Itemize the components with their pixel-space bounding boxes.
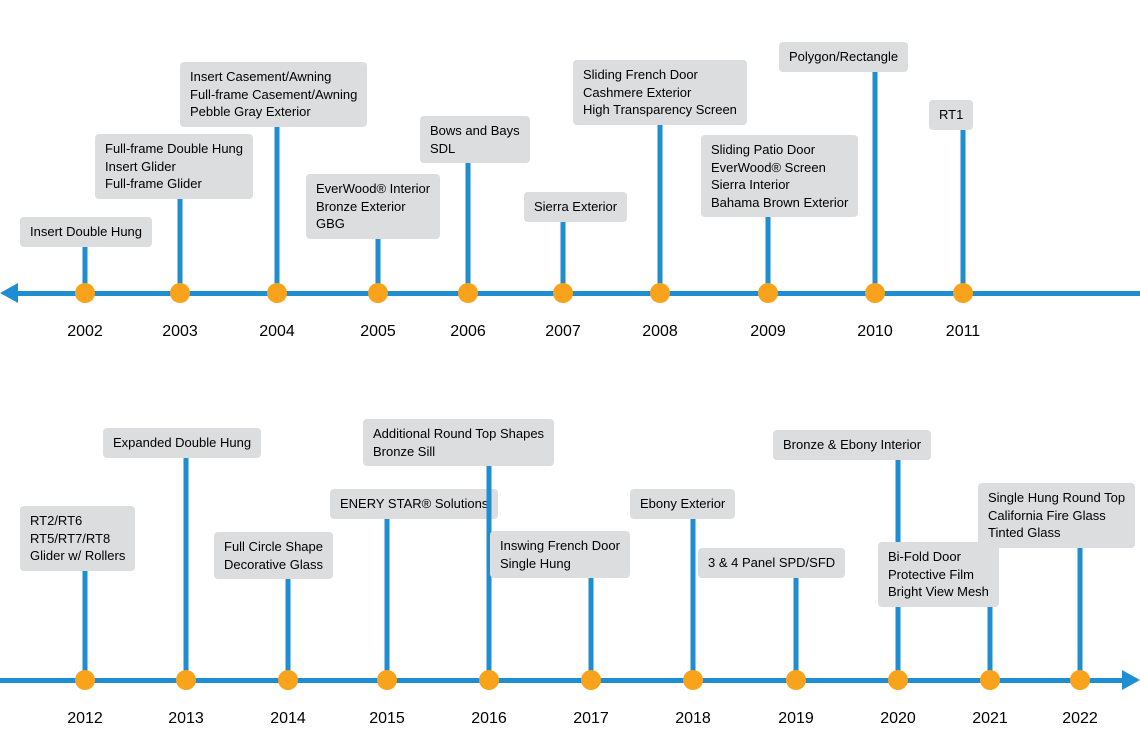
timeline-stem	[466, 161, 471, 293]
timeline-stem	[184, 456, 189, 680]
timeline-stem	[275, 122, 280, 293]
year-label: 2010	[857, 323, 893, 341]
year-label: 2008	[642, 323, 678, 341]
timeline-callout: 3 & 4 Panel SPD/SFD	[698, 548, 845, 578]
year-label: 2004	[259, 323, 295, 341]
year-label: 2014	[270, 710, 306, 728]
year-label: 2018	[675, 710, 711, 728]
year-label: 2007	[545, 323, 581, 341]
timeline-callout: Insert Double Hung	[20, 217, 152, 247]
year-label: 2002	[67, 323, 103, 341]
timeline-marker	[170, 283, 190, 303]
timeline-stem	[794, 576, 799, 680]
timeline-stem	[766, 212, 771, 293]
timeline-marker	[888, 670, 908, 690]
timeline-callout: Additional Round Top Shapes Bronze Sill	[363, 419, 554, 466]
timeline-stem	[83, 568, 88, 680]
timeline-callout: ENERY STAR® Solutions	[330, 489, 498, 519]
timeline-callout: Inswing French Door Single Hung	[490, 531, 630, 578]
timeline-callout: Bows and Bays SDL	[420, 116, 530, 163]
year-label: 2015	[369, 710, 405, 728]
timeline-stem	[691, 517, 696, 680]
timeline-marker	[267, 283, 287, 303]
timeline-callout: Bi-Fold Door Protective Film Bright View…	[878, 542, 999, 607]
timeline-marker	[368, 283, 388, 303]
timeline-axis	[0, 678, 1122, 683]
timeline-callout: EverWood® Interior Bronze Exterior GBG	[306, 174, 440, 239]
timeline-marker	[176, 670, 196, 690]
timeline-stem	[961, 127, 966, 293]
year-label: 2012	[67, 710, 103, 728]
timeline-stem	[589, 576, 594, 680]
timeline-callout: Sliding Patio Door EverWood® Screen Sier…	[701, 135, 858, 217]
timeline-marker	[479, 670, 499, 690]
timeline-stem	[286, 576, 291, 680]
year-label: 2009	[750, 323, 786, 341]
timeline-marker	[75, 283, 95, 303]
timeline-marker	[865, 283, 885, 303]
year-label: 2011	[946, 323, 980, 341]
timeline-stem	[1078, 545, 1083, 680]
timeline-callout: Expanded Double Hung	[103, 428, 261, 458]
timeline-stem	[178, 195, 183, 293]
arrowhead-icon	[0, 283, 18, 303]
timeline-stem	[385, 515, 390, 680]
year-label: 2020	[880, 710, 916, 728]
year-label: 2017	[573, 710, 609, 728]
timeline-stem	[988, 603, 993, 680]
year-label: 2013	[168, 710, 204, 728]
timeline-marker	[278, 670, 298, 690]
year-label: 2003	[162, 323, 198, 341]
timeline-stem	[873, 69, 878, 293]
year-label: 2021	[972, 710, 1008, 728]
year-label: 2019	[778, 710, 814, 728]
timeline-callout: Sliding French Door Cashmere Exterior Hi…	[573, 60, 747, 125]
year-label: 2016	[471, 710, 507, 728]
timeline-marker	[377, 670, 397, 690]
timeline-callout: Full Circle Shape Decorative Glass	[214, 532, 333, 579]
timeline-marker	[953, 283, 973, 303]
timeline-callout: Polygon/Rectangle	[779, 42, 908, 72]
timeline-callout: RT2/RT6 RT5/RT7/RT8 Glider w/ Rollers	[20, 506, 135, 571]
timeline-marker	[980, 670, 1000, 690]
timeline-marker	[458, 283, 478, 303]
timeline-marker	[683, 670, 703, 690]
timeline-callout: Bronze & Ebony Interior	[773, 430, 931, 460]
year-label: 2006	[450, 323, 486, 341]
timeline-marker	[758, 283, 778, 303]
arrowhead-icon	[1122, 670, 1140, 690]
timeline-callout: Sierra Exterior	[524, 192, 627, 222]
timeline-stem	[561, 219, 566, 293]
timeline-callout: RT1	[929, 100, 973, 130]
year-label: 2022	[1062, 710, 1098, 728]
timeline-marker	[581, 670, 601, 690]
timeline-callout: Insert Casement/Awning Full-frame Caseme…	[180, 62, 367, 127]
timeline-marker	[553, 283, 573, 303]
timeline-marker	[1070, 670, 1090, 690]
year-label: 2005	[360, 323, 396, 341]
timeline-marker	[650, 283, 670, 303]
timeline-callout: Single Hung Round Top California Fire Gl…	[978, 483, 1135, 548]
timeline-marker	[786, 670, 806, 690]
timeline-stem	[658, 121, 663, 293]
timeline-marker	[75, 670, 95, 690]
timeline-callout: Full-frame Double Hung Insert Glider Ful…	[95, 134, 253, 199]
timeline-callout: Ebony Exterior	[630, 489, 735, 519]
